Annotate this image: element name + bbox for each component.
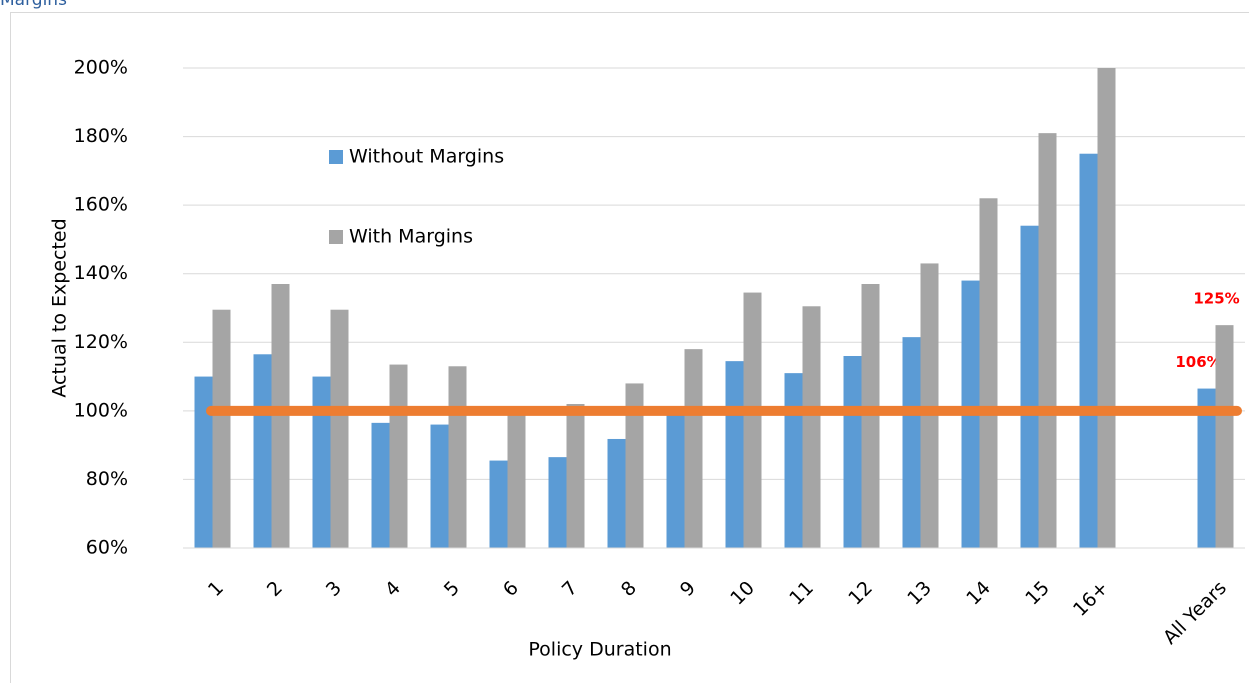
y-tick-label: 120% [74, 331, 128, 353]
legend-label: Without Margins [349, 146, 504, 168]
x-axis-label: Policy Duration [528, 639, 671, 661]
bar [431, 425, 449, 548]
bar [567, 404, 585, 548]
bar [608, 439, 626, 548]
bar [1216, 325, 1234, 548]
y-tick-label: 100% [74, 399, 128, 421]
bar [213, 310, 231, 548]
legend-swatch [329, 150, 343, 164]
bar [1080, 154, 1098, 548]
bar [744, 293, 762, 548]
bar [272, 284, 290, 548]
bar [508, 411, 526, 548]
bar [667, 411, 685, 548]
bar [1098, 68, 1116, 548]
chart-title: Margins [0, 0, 67, 10]
bar [903, 337, 921, 548]
bar [803, 306, 821, 548]
bar [844, 356, 862, 548]
y-tick-label: 140% [74, 262, 128, 284]
bar [313, 377, 331, 548]
legend-label: With Margins [349, 226, 473, 248]
value-label: 125% [1193, 290, 1239, 308]
bar [449, 366, 467, 548]
y-tick-label: 80% [86, 468, 128, 490]
bar [195, 377, 213, 548]
bar [390, 365, 408, 548]
bar [862, 284, 880, 548]
y-tick-label: 160% [74, 194, 128, 216]
y-tick-label: 200% [74, 57, 128, 79]
y-axis-label: Actual to Expected [49, 218, 71, 397]
bar [254, 354, 272, 548]
bar [549, 457, 567, 548]
legend-swatch [329, 230, 343, 244]
bar [726, 361, 744, 548]
bar [921, 263, 939, 548]
bar [685, 349, 703, 548]
value-label: 106% [1175, 353, 1221, 371]
y-tick-label: 180% [74, 125, 128, 147]
bar [372, 423, 390, 548]
y-tick-label: 60% [86, 537, 128, 559]
bar [785, 373, 803, 548]
bar [331, 310, 349, 548]
bar [490, 461, 508, 548]
bar [1039, 133, 1057, 548]
bar [1021, 226, 1039, 548]
bar [980, 198, 998, 548]
